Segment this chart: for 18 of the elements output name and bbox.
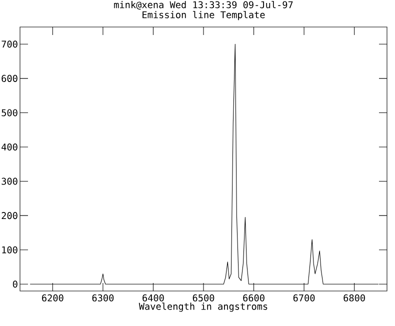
x-tick-label: 6200	[42, 294, 64, 302]
x-tick-label: 6500	[192, 294, 214, 302]
x-axis-title: Wavelength in angstroms	[138, 302, 268, 312]
y-tick-label: 200	[2, 212, 18, 220]
x-tick-label: 6700	[293, 294, 315, 302]
chart-title: mink@xena Wed 13:33:39 09-Jul-97	[114, 0, 293, 10]
y-tick-label: 700	[2, 40, 18, 48]
x-tick-label: 6400	[142, 294, 164, 302]
x-tick-label: 6600	[243, 294, 264, 302]
y-tick-label: 600	[2, 74, 18, 82]
y-tick-label: 100	[2, 246, 18, 254]
y-tick-label: 0	[12, 280, 18, 288]
chart-subtitle: Emission line Template	[142, 10, 265, 20]
y-tick-label: 300	[2, 178, 18, 185]
y-tick-label: 500	[2, 109, 18, 116]
y-tick-label: 400	[2, 143, 18, 151]
x-tick-label: 6800	[344, 294, 365, 302]
x-tick-label: 6300	[92, 294, 114, 302]
